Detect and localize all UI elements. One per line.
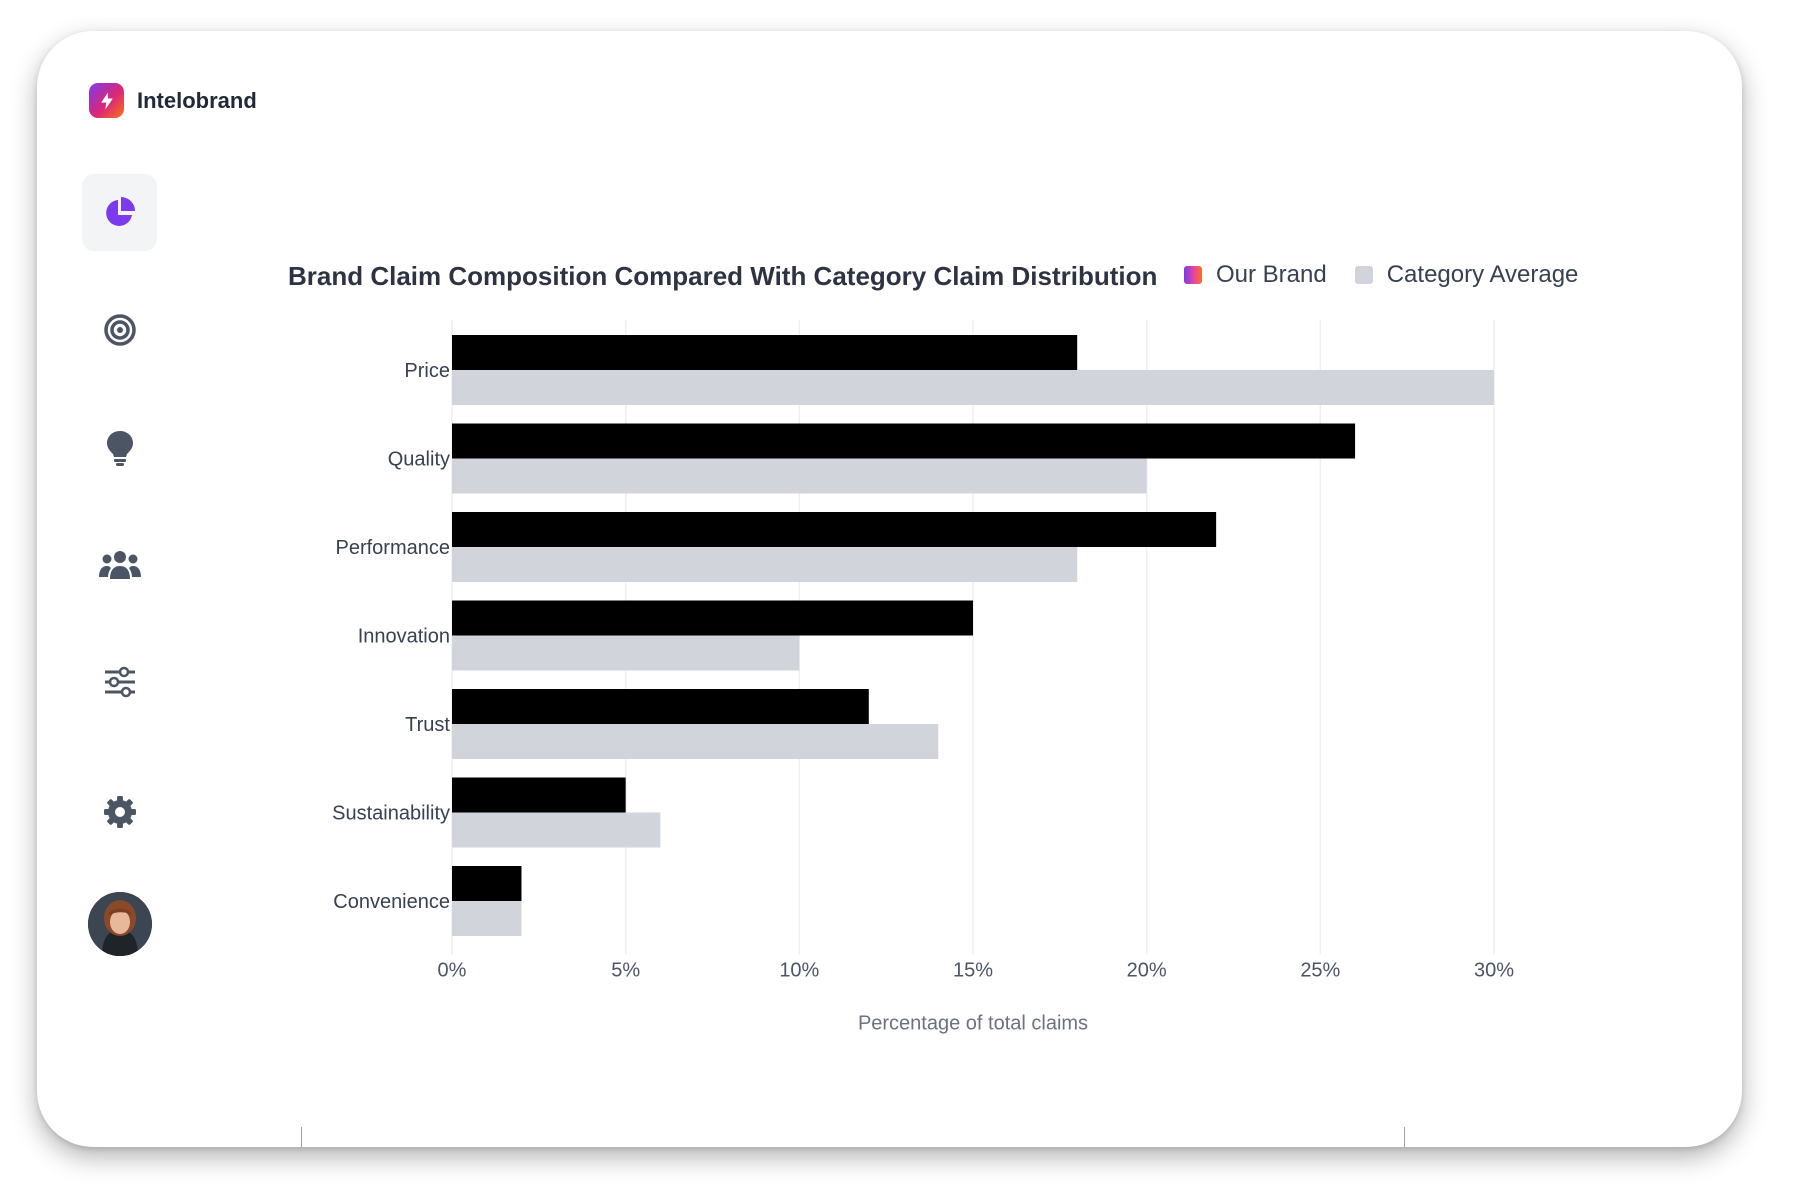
- y-tick-label-price: Price: [404, 360, 450, 382]
- gear-icon: [103, 795, 136, 828]
- user-avatar[interactable]: [88, 892, 152, 956]
- chart-legend: Our Brand Category Average: [1184, 261, 1606, 289]
- lightning-logo-icon: [89, 83, 124, 118]
- x-tick-label-0: 0%: [438, 960, 467, 982]
- user-portrait-icon: [88, 892, 152, 956]
- bar-category-average-performance: [452, 547, 1078, 582]
- nav-audience[interactable]: [82, 526, 157, 603]
- bar-our-brand-performance: [452, 512, 1217, 547]
- bar-our-brand-price: [452, 335, 1078, 370]
- nav-dashboard[interactable]: [82, 174, 157, 251]
- legend-item-our-brand[interactable]: Our Brand: [1184, 261, 1327, 289]
- chart-title: Brand Claim Composition Compared With Ca…: [288, 261, 1158, 291]
- bar-category-average-sustainability: [452, 812, 661, 848]
- x-tick-label-2: 10%: [779, 960, 819, 982]
- bar-our-brand-quality: [452, 423, 1356, 459]
- users-icon: [98, 550, 141, 579]
- legend-item-category-average[interactable]: Category Average: [1354, 261, 1579, 289]
- app-window: Intelobrand: [37, 31, 1742, 1147]
- legend-swatch-our-brand: [1184, 266, 1202, 284]
- y-tick-label-sustainability: Sustainability: [332, 803, 450, 825]
- y-tick-label-quality: Quality: [388, 449, 450, 471]
- x-tick-label-4: 20%: [1127, 960, 1167, 982]
- x-axis-label: Percentage of total claims: [858, 1013, 1088, 1035]
- footer-divider-left-tick: [301, 1127, 302, 1147]
- nav-filters[interactable]: [82, 643, 157, 720]
- bar-category-average-innovation: [452, 635, 800, 671]
- bar-our-brand-sustainability: [452, 777, 626, 813]
- x-tick-label-3: 15%: [953, 960, 993, 982]
- nav-settings[interactable]: [82, 773, 157, 850]
- bar-category-average-convenience: [452, 901, 522, 936]
- y-tick-label-convenience: Convenience: [333, 891, 450, 913]
- legend-swatch-category-average: [1354, 266, 1373, 284]
- bar-category-average-quality: [452, 458, 1147, 494]
- bar-category-average-trust: [452, 724, 939, 759]
- footer-divider-right-tick: [1404, 1127, 1405, 1147]
- bar-category-average-price: [452, 370, 1494, 405]
- x-tick-label-5: 25%: [1300, 960, 1340, 982]
- y-tick-label-performance: Performance: [336, 537, 451, 559]
- x-tick-label-1: 5%: [611, 960, 640, 982]
- x-tick-label-6: 30%: [1474, 960, 1514, 982]
- y-tick-label-innovation: Innovation: [358, 626, 450, 648]
- y-tick-label-trust: Trust: [405, 714, 450, 736]
- brand[interactable]: Intelobrand: [89, 83, 257, 118]
- bar-our-brand-trust: [452, 689, 869, 724]
- bar-chart: 0% 5% 10% 15% 20% 25% 30% Price Quality Performan…: [332, 320, 1514, 1035]
- legend-label-category-average: Category Average: [1386, 261, 1579, 288]
- nav-targets[interactable]: [82, 291, 157, 368]
- pie-chart-icon: [105, 196, 135, 226]
- sliders-icon: [104, 666, 135, 697]
- legend-label-our-brand: Our Brand: [1216, 261, 1327, 288]
- brand-name: Intelobrand: [137, 87, 257, 113]
- lightbulb-icon: [106, 430, 133, 466]
- nav-insights[interactable]: [82, 409, 157, 486]
- target-icon: [103, 313, 136, 346]
- bar-our-brand-convenience: [452, 866, 522, 901]
- bar-our-brand-innovation: [452, 600, 973, 636]
